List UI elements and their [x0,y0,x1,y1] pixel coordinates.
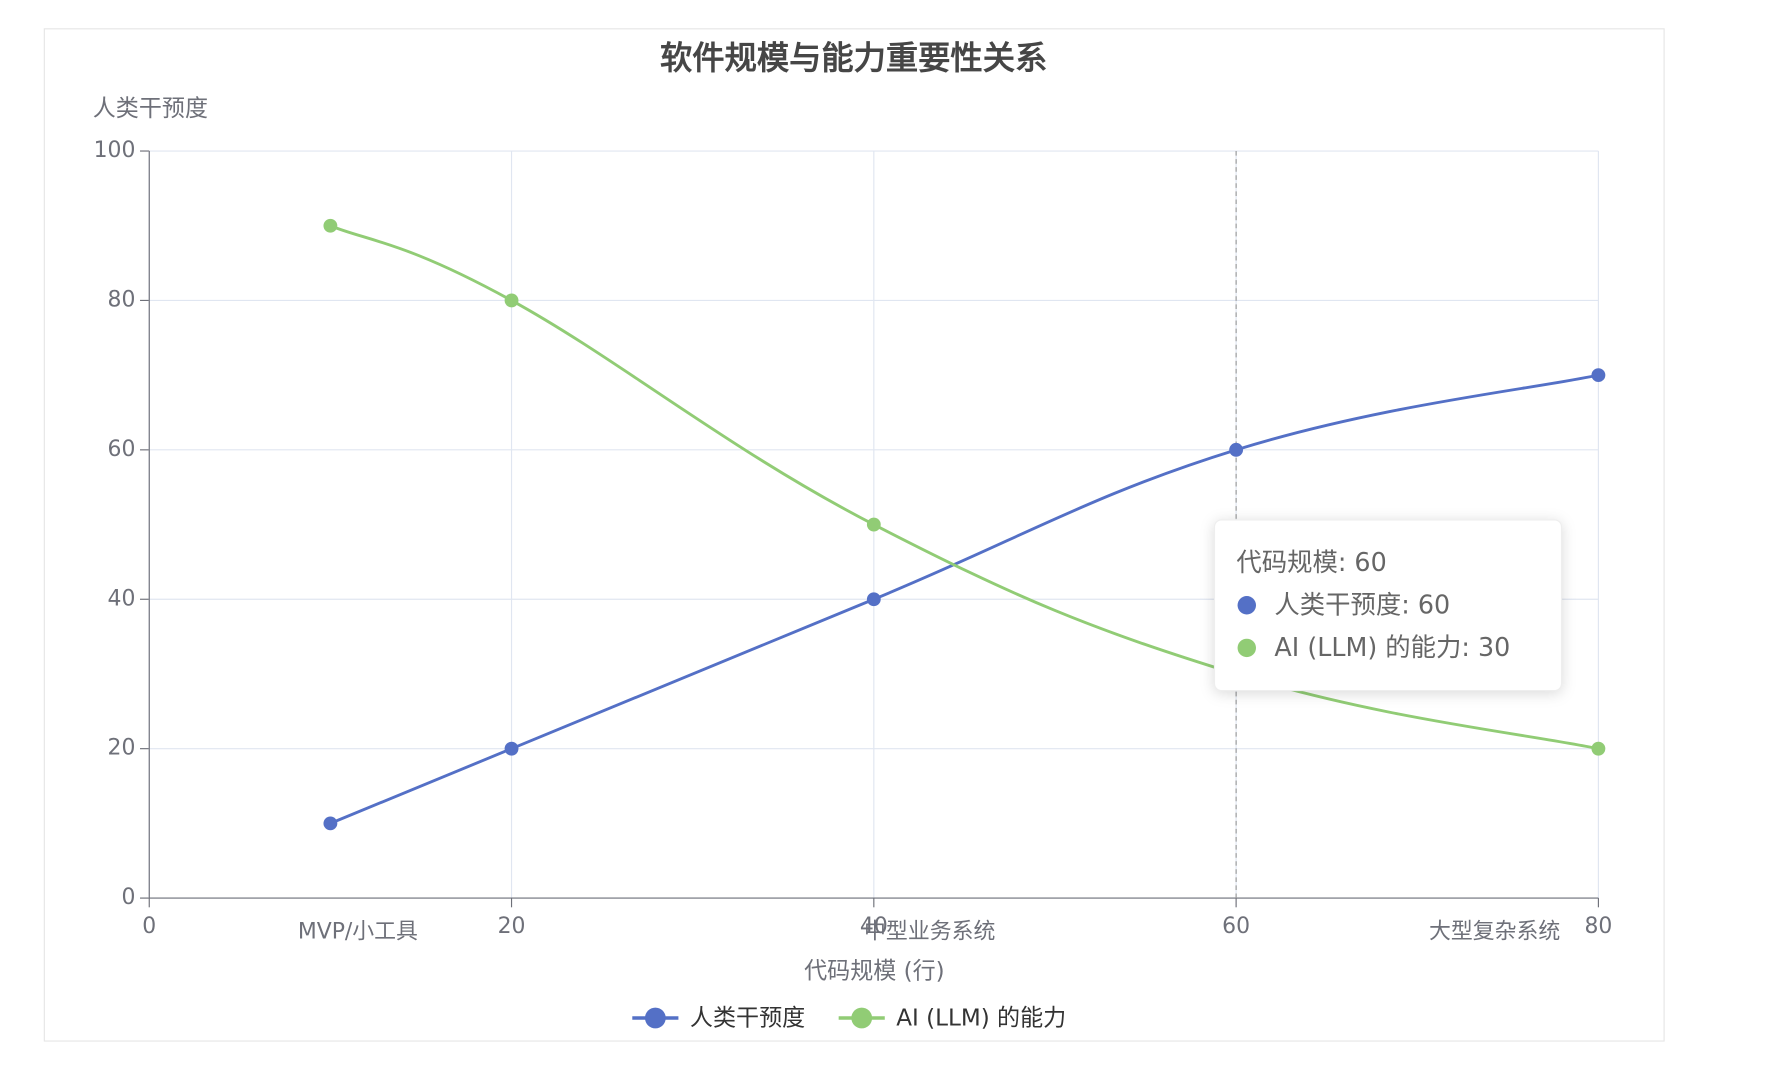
tooltip-marker [1237,596,1256,615]
y-tick-label: 0 [121,885,135,910]
data-point [866,517,881,532]
data-point [1591,368,1606,383]
y-tick-label: 60 [108,437,136,462]
chart-title: 软件规模与能力重要性关系 [660,39,1047,77]
data-point [504,741,519,756]
x-tick-label: 20 [498,914,526,939]
x-tick-label: 80 [1584,914,1612,939]
category-annotation: 中型业务系统 [864,920,995,945]
y-tick-label: 20 [108,736,136,761]
legend-marker [851,1007,873,1029]
data-point [866,592,881,607]
tooltip: 代码规模: 60 人类干预度: 60 AI (LLM) 的能力: 30 [1213,519,1563,692]
legend-marker [644,1007,666,1029]
legend-label: AI (LLM) 的能力 [896,1006,1066,1032]
series-line [329,373,1599,825]
series-line [329,224,1599,751]
x-axis-title: 代码规模 (行) [804,958,945,984]
x-tick-label: 0 [142,914,156,939]
category-annotation: MVP/小工具 [298,920,418,945]
tooltip-item: AI (LLM) 的能力: 30 [1274,632,1510,662]
category-annotation: 大型复杂系统 [1429,920,1560,945]
data-point [504,293,519,308]
tooltip-box [1213,519,1563,692]
data-point [323,218,338,233]
y-axis-title: 人类干预度 [93,96,208,122]
data-point [1229,442,1244,457]
legend-label: 人类干预度 [690,1006,805,1032]
data-point [1591,741,1606,756]
tooltip-marker [1237,638,1256,658]
x-tick-label: 60 [1222,914,1250,939]
data-point [323,816,338,831]
x-tick-label: 40 [860,914,888,939]
tooltip-item: 人类干预度: 60 [1274,589,1450,619]
y-tick-label: 80 [108,287,136,312]
y-tick-label: 40 [108,586,136,611]
y-tick-label: 100 [94,138,136,163]
tooltip-title: 代码规模: 60 [1236,547,1386,577]
